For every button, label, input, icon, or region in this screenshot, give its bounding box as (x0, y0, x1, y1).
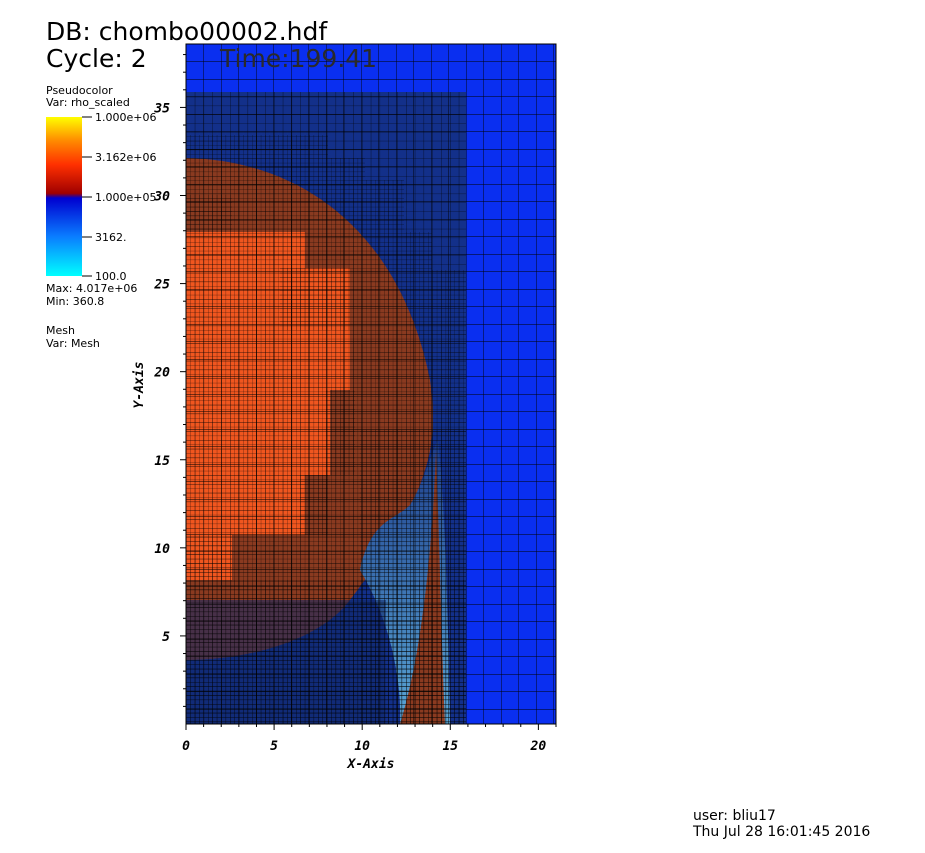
x-tick-label: 0 (182, 739, 190, 754)
colorbar-tick-label: 1.000e+06 (95, 111, 156, 124)
x-tick-label: 20 (530, 739, 547, 754)
colorbar-tick-label: 3162. (95, 231, 127, 244)
legend-plot-type: Pseudocolor (46, 84, 113, 97)
mesh-level-4 (360, 430, 466, 724)
x-tick-label: 10 (354, 739, 370, 754)
mesh-legend-title: Mesh (46, 324, 75, 337)
legend-variable: Var: rho_scaled (46, 96, 130, 109)
x-axis: 0 5 10 15 20 (182, 724, 557, 754)
x-axis-title: X-Axis (347, 757, 395, 772)
y-tick-label: 25 (153, 278, 170, 293)
y-tick-label: 35 (153, 101, 170, 116)
user-label: user: bliu17 (693, 808, 776, 824)
time-label: Time:199.41 (220, 44, 378, 73)
colorbar-tick-label: 3.162e+06 (95, 151, 156, 164)
plot-frame (185, 43, 557, 725)
colorbar-tick-label: 1.000e+05 (95, 191, 156, 204)
colorbar: 1.000e+06 3.162e+06 1.000e+05 3162. 100.0 (46, 111, 156, 283)
cycle-label: Cycle: 2 (46, 44, 147, 73)
y-axis: 5 10 15 20 25 30 35 (153, 54, 186, 707)
date-label: Thu Jul 28 16:01:45 2016 (693, 824, 871, 840)
y-tick-label: 20 (153, 366, 170, 381)
pseudocolor-field (186, 44, 556, 724)
legend-max: Max: 4.017e+06 (46, 282, 138, 295)
x-tick-label: 15 (442, 739, 458, 754)
y-tick-label: 5 (162, 630, 170, 645)
database-title: DB: chombo00002.hdf (46, 17, 328, 46)
y-tick-label: 10 (154, 542, 170, 557)
y-tick-label: 30 (153, 190, 170, 205)
colorbar-gradient (46, 117, 82, 276)
colorbar-ticks: 1.000e+06 3.162e+06 1.000e+05 3162. 100.0 (82, 111, 156, 283)
x-tick-label: 5 (270, 739, 278, 754)
y-tick-label: 15 (154, 454, 170, 469)
legend-min: Min: 360.8 (46, 295, 105, 308)
colorbar-tick-label: 100.0 (95, 270, 127, 283)
mesh-legend-variable: Var: Mesh (46, 337, 100, 350)
y-axis-title: Y-Axis (132, 362, 147, 409)
